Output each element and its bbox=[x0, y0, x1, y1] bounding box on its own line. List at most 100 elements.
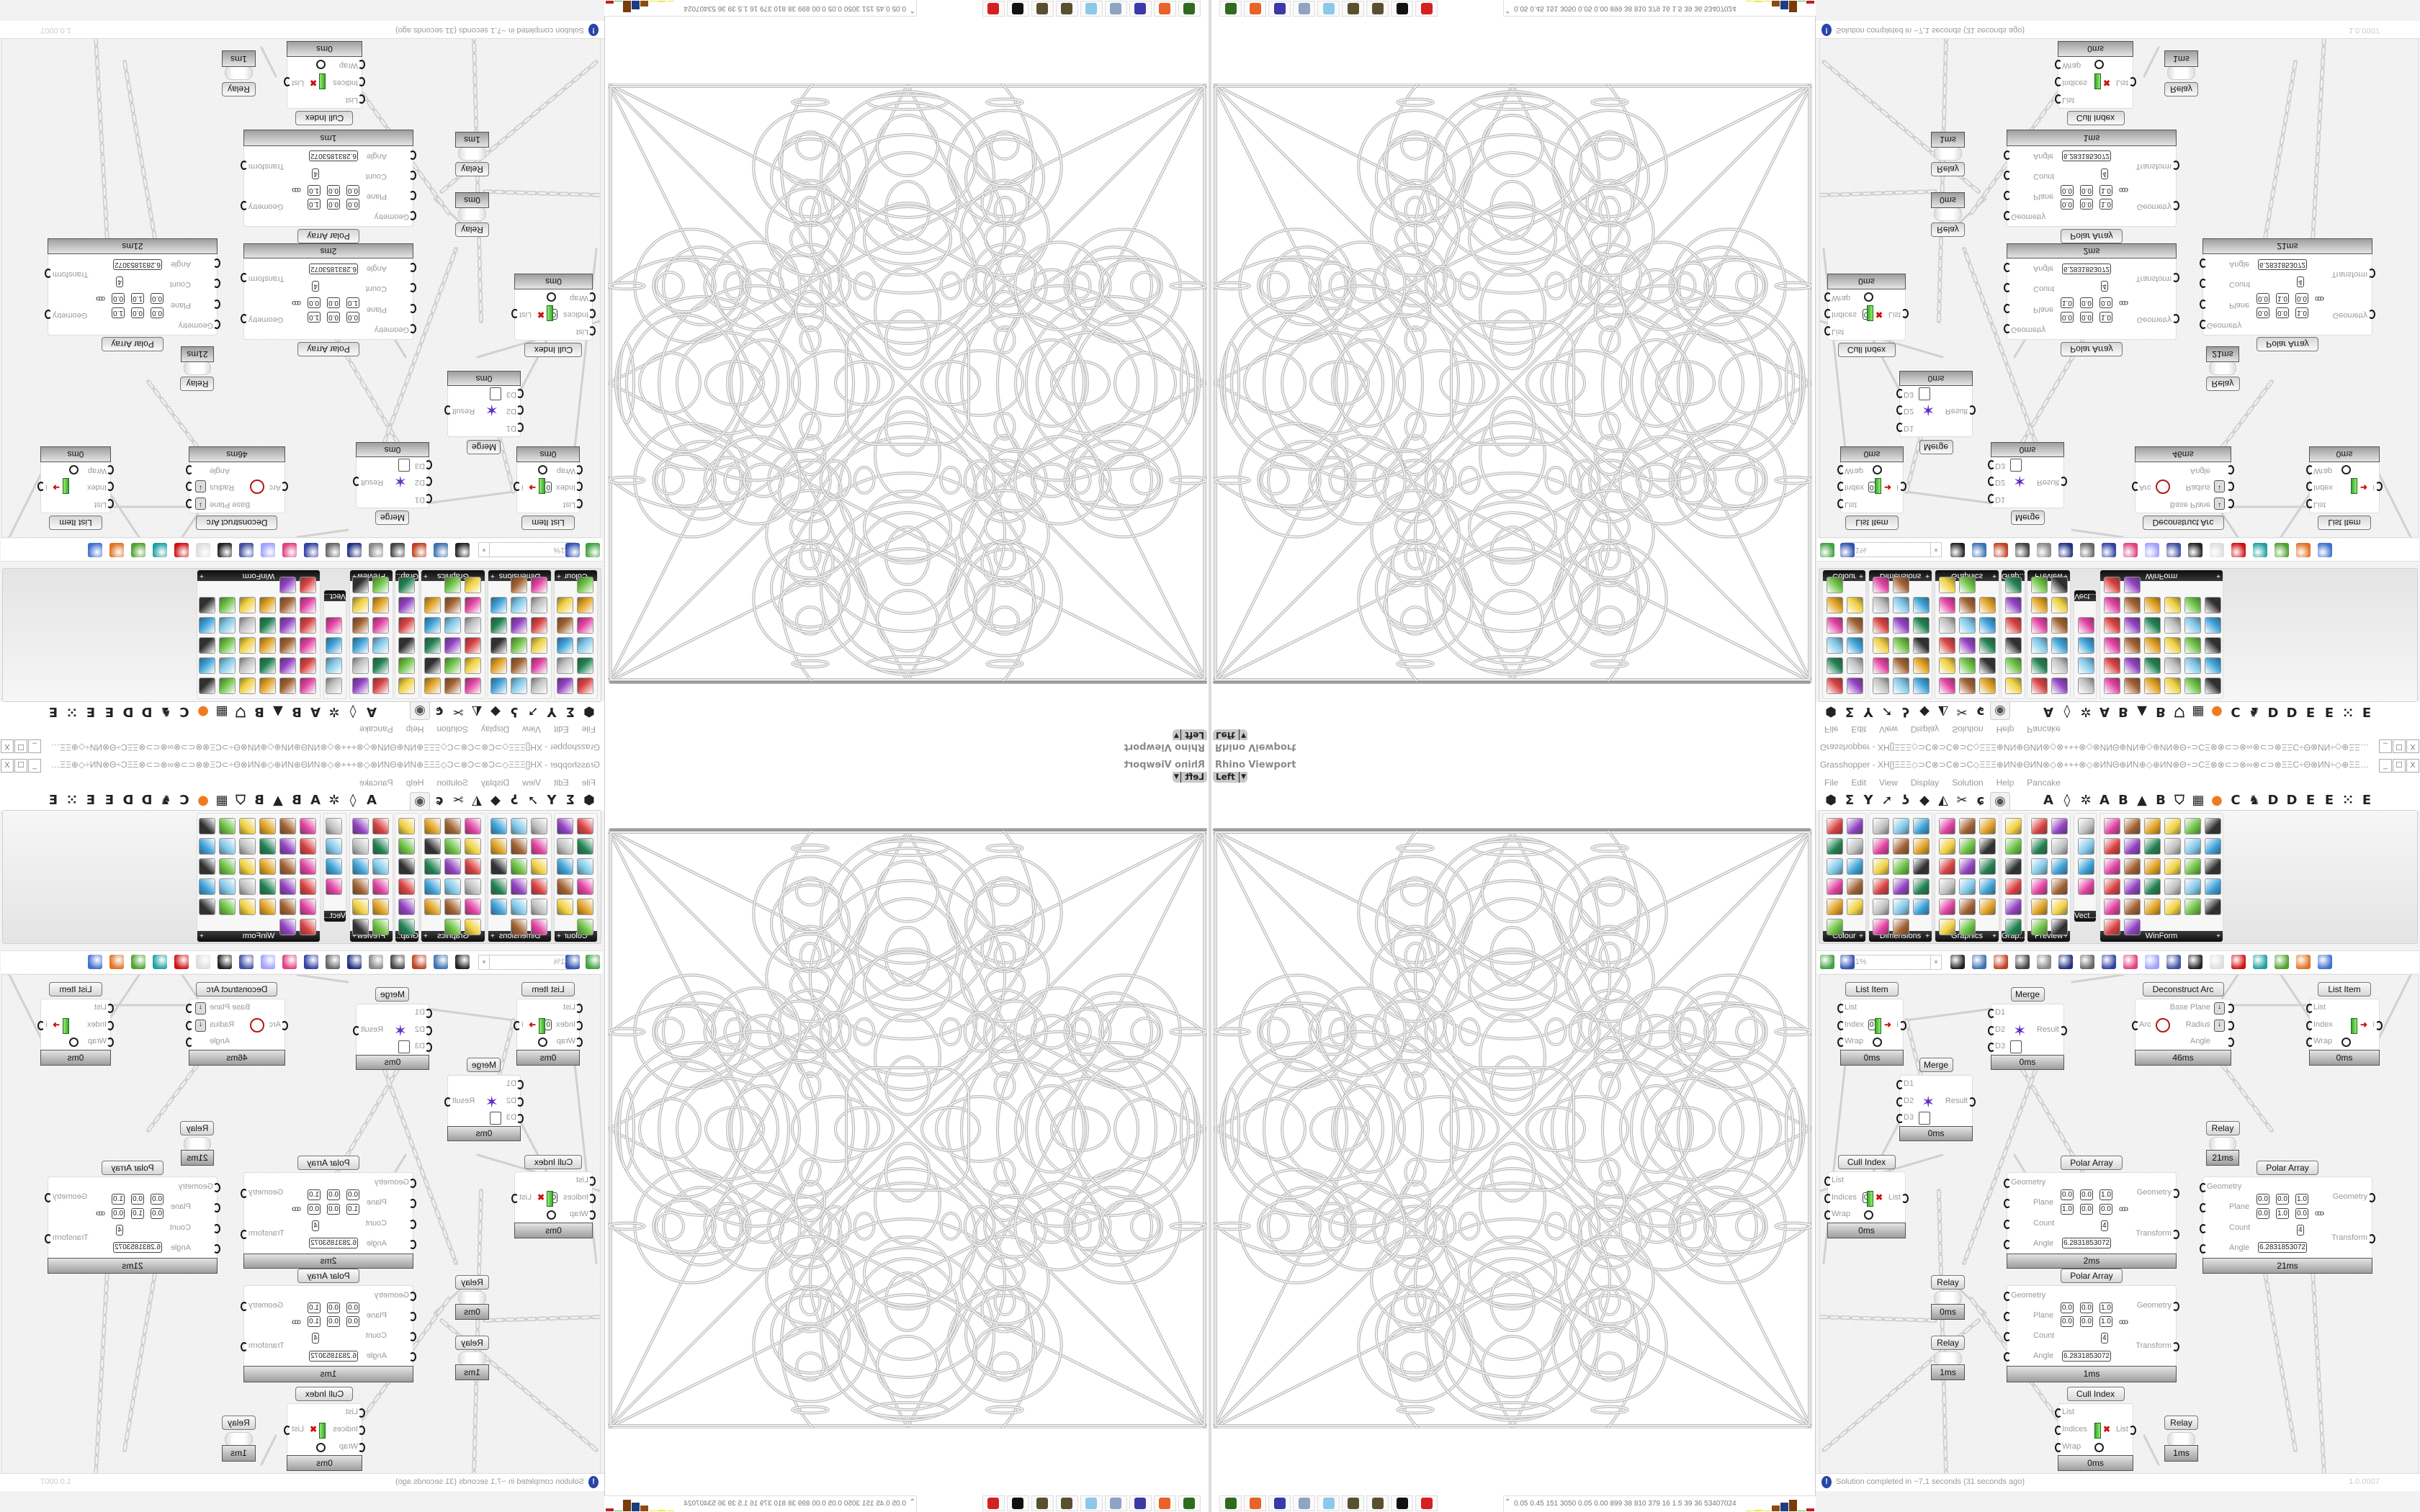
new-file-icon[interactable] bbox=[586, 955, 600, 969]
new-file-icon[interactable] bbox=[586, 543, 600, 557]
table-stack-icon[interactable] bbox=[2205, 818, 2221, 834]
output-port[interactable] bbox=[2368, 1233, 2375, 1243]
maximize-button[interactable]: ☐ bbox=[14, 739, 27, 753]
input-port[interactable] bbox=[409, 1292, 416, 1301]
output-port[interactable] bbox=[2227, 1038, 2234, 1048]
angle-value[interactable]: 6.2831853072 bbox=[113, 1242, 162, 1254]
dimension-angular-icon[interactable] bbox=[1913, 818, 1930, 834]
green-panel-icon[interactable] bbox=[2144, 899, 2161, 915]
landscape-icon[interactable] bbox=[352, 657, 369, 674]
triangle-dimension-icon[interactable] bbox=[511, 617, 527, 634]
tab-letter-a-2-icon[interactable]: A bbox=[310, 793, 321, 808]
plane-o-y-value[interactable]: 0.0 bbox=[327, 199, 340, 210]
camera-frame-icon[interactable] bbox=[2051, 678, 2068, 694]
wrap-toggle-icon[interactable] bbox=[547, 1210, 556, 1220]
tab-letter-c-icon[interactable]: C bbox=[179, 793, 189, 808]
input-port[interactable] bbox=[213, 299, 220, 309]
blur-dot-icon[interactable] bbox=[465, 858, 481, 875]
bar-chart-icon[interactable] bbox=[300, 577, 316, 593]
blur-dot-icon[interactable] bbox=[1939, 637, 1955, 654]
relay-body[interactable] bbox=[1934, 1291, 1962, 1305]
arrows-green-icon[interactable] bbox=[2078, 617, 2094, 634]
node-title[interactable]: Relay bbox=[222, 1416, 256, 1430]
dimension-segment-icon[interactable] bbox=[531, 577, 547, 593]
bar-chart-icon[interactable] bbox=[300, 919, 316, 935]
menu-solution[interactable]: Solution bbox=[1952, 724, 1984, 734]
zoom-extents-icon[interactable] bbox=[455, 543, 470, 557]
taskbar-notepad-icon[interactable] bbox=[1080, 1, 1103, 17]
angle-value[interactable]: 6.2831853072 bbox=[113, 258, 162, 270]
ball-orange-icon[interactable] bbox=[2296, 955, 2311, 969]
plane-z-y-value[interactable]: 0.0 bbox=[327, 297, 340, 309]
red-blobs-icon[interactable] bbox=[372, 617, 389, 634]
gha-icon[interactable] bbox=[347, 955, 362, 969]
param-arrow-icon[interactable]: ↓ bbox=[2214, 498, 2225, 510]
search-icon[interactable] bbox=[304, 543, 318, 557]
wrap-toggle-icon[interactable] bbox=[1864, 1210, 1873, 1220]
list-view-icon[interactable] bbox=[279, 899, 296, 915]
plane-z-z-value[interactable]: 0.0 bbox=[2099, 297, 2112, 309]
node-title[interactable]: Deconstruct Arc bbox=[196, 982, 278, 996]
taskbar-floppy-64-icon[interactable] bbox=[1129, 1495, 1152, 1511]
relay-body[interactable] bbox=[1934, 1351, 1962, 1366]
sl-text-icon[interactable] bbox=[2031, 919, 2048, 935]
expand-icon[interactable]: + bbox=[424, 932, 428, 940]
taskbar-printer-doc-icon[interactable] bbox=[1105, 1, 1127, 17]
tab-grid-icon[interactable]: ▦ bbox=[215, 704, 228, 719]
dimension-segment-icon[interactable] bbox=[531, 919, 547, 935]
red-sphere-2-icon[interactable] bbox=[577, 597, 593, 613]
node-title[interactable]: Merge bbox=[1919, 440, 1953, 454]
text-box-icon[interactable] bbox=[2124, 637, 2141, 654]
numeric-bar-icon[interactable] bbox=[2124, 657, 2141, 674]
wrap-toggle-icon[interactable] bbox=[316, 60, 326, 69]
plane-z-x-value[interactable]: 0.0 bbox=[2257, 293, 2269, 305]
circle-icon[interactable] bbox=[1939, 818, 1955, 834]
asterisk-icon[interactable] bbox=[424, 858, 441, 875]
histogram-icon[interactable] bbox=[2005, 678, 2022, 694]
dotted-circle-icon[interactable] bbox=[1939, 838, 1955, 855]
magenta-swatch-icon[interactable] bbox=[531, 637, 547, 654]
input-port[interactable] bbox=[2200, 279, 2207, 289]
blob-colours-icon[interactable] bbox=[372, 858, 389, 875]
maximize-button[interactable]: ☐ bbox=[2393, 759, 2406, 773]
input-port[interactable] bbox=[281, 1020, 288, 1030]
output-port[interactable] bbox=[511, 309, 519, 319]
cubes-icon[interactable] bbox=[2124, 878, 2141, 895]
tab-letter-b-icon[interactable]: B bbox=[292, 793, 302, 808]
input-port[interactable] bbox=[1824, 309, 1832, 319]
tab-scissors-icon[interactable]: ✂ bbox=[452, 704, 464, 719]
taskbar-firefox-icon[interactable] bbox=[1244, 1, 1266, 17]
asterisk-icon[interactable] bbox=[1979, 858, 1996, 875]
spectrum-icon[interactable] bbox=[557, 597, 573, 613]
plane-z-y-value[interactable]: 0.0 bbox=[327, 1316, 340, 1327]
taskbar-rhino-sphere-icon[interactable] bbox=[1056, 1, 1078, 17]
ok-button-icon[interactable] bbox=[219, 878, 236, 895]
hearts-icon[interactable] bbox=[2051, 899, 2068, 915]
egg-colour-icon[interactable] bbox=[2031, 818, 2048, 834]
output-port[interactable] bbox=[186, 499, 193, 509]
dimension-path-icon[interactable] bbox=[1913, 617, 1930, 634]
tab-sail-icon[interactable]: ◭ bbox=[472, 793, 482, 808]
menu-edit[interactable]: Edit bbox=[553, 724, 569, 734]
input-port[interactable] bbox=[2004, 191, 2011, 200]
eye-ring-icon[interactable] bbox=[1979, 818, 1996, 834]
tab-letter-b-2-icon[interactable]: B bbox=[254, 793, 264, 808]
pie-colour-icon[interactable] bbox=[219, 838, 236, 855]
taskbar-rhino-sphere-2-icon[interactable] bbox=[1366, 1495, 1389, 1511]
input-port[interactable] bbox=[2200, 319, 2207, 329]
pie-legend-icon[interactable] bbox=[2005, 637, 2022, 654]
input-port[interactable] bbox=[2004, 323, 2011, 333]
magenta-swatch-icon[interactable] bbox=[531, 858, 547, 875]
vertical-bar-icon[interactable] bbox=[2104, 597, 2120, 613]
tab-letter-c-icon[interactable]: C bbox=[2231, 704, 2241, 719]
dimension-leader-icon[interactable] bbox=[490, 899, 507, 915]
node-title[interactable]: Relay bbox=[455, 162, 489, 176]
ring-icon[interactable] bbox=[465, 617, 481, 634]
chevron-down-icon[interactable]: ▼ bbox=[1930, 543, 1941, 557]
email-icon[interactable] bbox=[369, 543, 383, 557]
gradient-square-icon[interactable] bbox=[372, 597, 389, 613]
arrows-green-icon[interactable] bbox=[2078, 878, 2094, 895]
shapes-icon[interactable] bbox=[219, 858, 236, 875]
plane-z-z-value[interactable]: 1.0 bbox=[308, 1316, 321, 1327]
text-t-bold-icon[interactable] bbox=[1959, 838, 1976, 855]
